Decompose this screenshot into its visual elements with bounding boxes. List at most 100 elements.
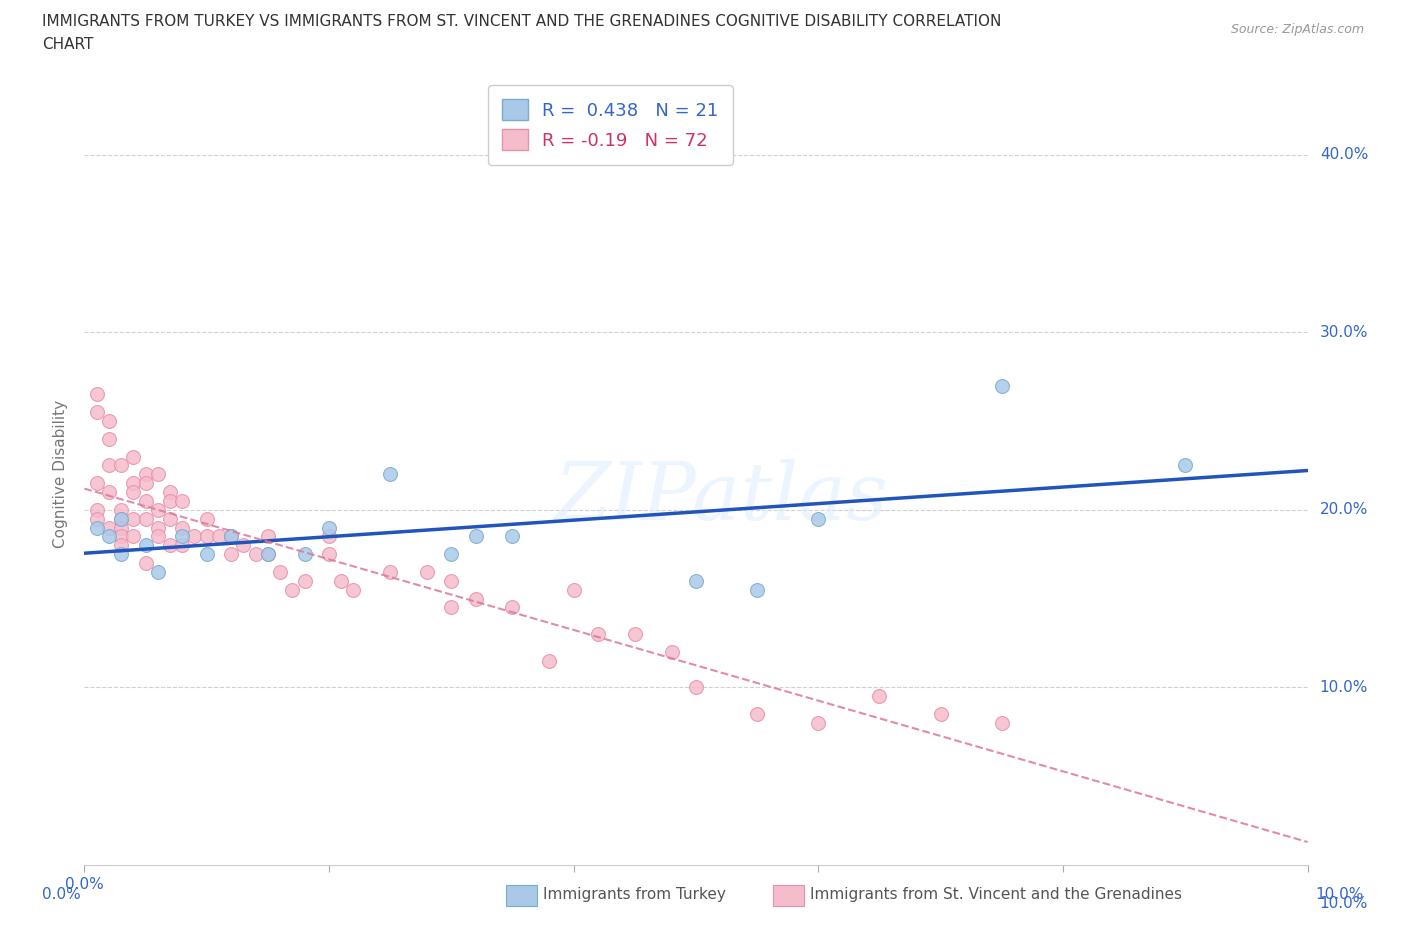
Point (110, 520, 132, 535)
Point (294, 574, 316, 589)
Point (172, 494, 194, 509)
Point (991, 379, 1014, 393)
Point (159, 485, 181, 499)
Point (86, 476, 108, 491)
Point (1174, 458, 1197, 472)
Point (219, 529, 242, 544)
Point (135, 467, 157, 482)
Text: 20.0%: 20.0% (1320, 502, 1368, 517)
Point (440, 574, 463, 589)
Point (318, 520, 340, 535)
Point (183, 529, 205, 544)
Point (807, 715, 830, 730)
Text: 30.0%: 30.0% (1320, 325, 1368, 339)
Point (440, 600, 463, 615)
Point (86, 387, 108, 402)
Text: ZIPatlas: ZIPatlas (554, 459, 887, 537)
Point (245, 547, 267, 562)
Point (122, 529, 145, 544)
Point (122, 485, 145, 499)
Point (807, 512, 830, 526)
Point (135, 476, 157, 491)
Point (464, 591, 486, 606)
Point (86, 502, 108, 517)
Point (146, 529, 169, 544)
Point (416, 565, 439, 579)
Point (110, 458, 132, 472)
Point (929, 707, 952, 722)
Text: 10.0%: 10.0% (1320, 680, 1368, 695)
Text: IMMIGRANTS FROM TURKEY VS IMMIGRANTS FROM ST. VINCENT AND THE GRENADINES COGNITI: IMMIGRANTS FROM TURKEY VS IMMIGRANTS FRO… (42, 14, 1001, 29)
Point (122, 512, 145, 526)
Point (86, 520, 108, 535)
Point (110, 512, 132, 526)
Point (172, 529, 194, 544)
Point (195, 529, 218, 544)
Point (172, 538, 194, 552)
Text: Immigrants from Turkey: Immigrants from Turkey (543, 887, 725, 902)
Point (269, 565, 291, 579)
Point (685, 574, 707, 589)
Point (146, 520, 169, 535)
Point (502, 600, 524, 615)
Point (440, 547, 463, 562)
Point (257, 547, 280, 562)
Point (624, 627, 647, 642)
Point (464, 529, 486, 544)
Point (219, 547, 242, 562)
Point (122, 476, 145, 491)
Text: 10.0%: 10.0% (1320, 897, 1368, 911)
Point (538, 653, 561, 668)
Point (257, 547, 280, 562)
Point (502, 529, 524, 544)
Point (86, 405, 108, 419)
Point (110, 529, 132, 544)
Point (97, 414, 120, 429)
Text: 0.0%: 0.0% (42, 887, 82, 902)
Point (135, 494, 157, 509)
Point (380, 467, 402, 482)
Point (747, 707, 769, 722)
Point (146, 502, 169, 517)
Point (146, 565, 169, 579)
Point (195, 512, 218, 526)
Point (294, 547, 316, 562)
Text: 10.0%: 10.0% (1316, 887, 1364, 902)
Point (991, 715, 1014, 730)
Point (86, 512, 108, 526)
Point (110, 502, 132, 517)
Point (159, 512, 181, 526)
Y-axis label: Cognitive Disability: Cognitive Disability (53, 400, 69, 549)
Point (110, 538, 132, 552)
Point (562, 582, 585, 597)
Point (97, 432, 120, 446)
Point (146, 467, 169, 482)
Point (195, 547, 218, 562)
Point (219, 529, 242, 544)
Point (318, 547, 340, 562)
Point (342, 582, 364, 597)
Point (281, 582, 304, 597)
Point (661, 644, 683, 659)
Point (159, 538, 181, 552)
Point (97, 529, 120, 544)
Point (685, 680, 707, 695)
Point (586, 627, 609, 642)
Point (318, 529, 340, 544)
Point (380, 565, 402, 579)
Point (232, 538, 254, 552)
Point (97, 485, 120, 499)
Legend: R =  0.438   N = 21, R = -0.19   N = 72: R = 0.438 N = 21, R = -0.19 N = 72 (488, 85, 733, 165)
Point (330, 574, 353, 589)
Point (257, 529, 280, 544)
Point (159, 494, 181, 509)
Point (135, 538, 157, 552)
Text: 40.0%: 40.0% (1320, 147, 1368, 162)
Text: CHART: CHART (42, 37, 94, 52)
Text: Immigrants from St. Vincent and the Grenadines: Immigrants from St. Vincent and the Gren… (810, 887, 1182, 902)
Point (110, 512, 132, 526)
Point (135, 555, 157, 570)
Point (208, 529, 231, 544)
Point (747, 582, 769, 597)
Text: Source: ZipAtlas.com: Source: ZipAtlas.com (1230, 23, 1364, 36)
